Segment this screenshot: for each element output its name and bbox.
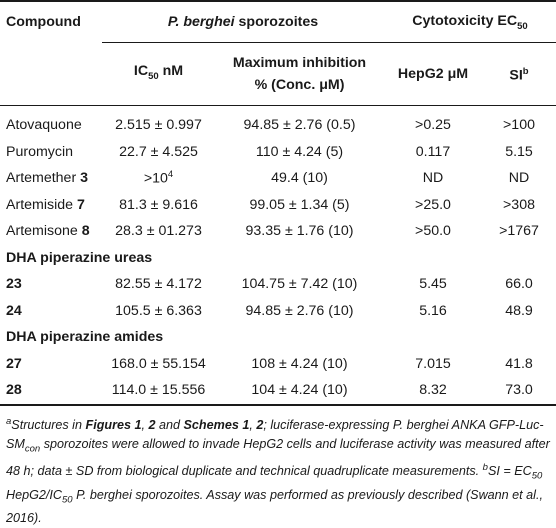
header-max-inhibition: Maximum inhibition % (Conc. μM): [215, 43, 384, 106]
table-row: Atovaquone 2.515 ± 0.997 94.85 ± 2.76 (0…: [0, 106, 556, 139]
table-footnotes: aStructures in Figures 1, 2 and Schemes …: [0, 406, 556, 528]
data-table: Compound P. berghei sporozoites Cytotoxi…: [0, 0, 556, 406]
header-ic50: IC50 nM: [102, 43, 215, 106]
header-compound: Compound: [0, 1, 102, 43]
section-heading-amides: DHA piperazine amides: [0, 324, 556, 351]
header-si: SIb: [482, 43, 556, 106]
table-row: 28 114.0 ± 15.556 104 ± 4.24 (10) 8.32 7…: [0, 377, 556, 405]
table-row: 27 168.0 ± 55.154 108 ± 4.24 (10) 7.015 …: [0, 351, 556, 378]
table-row: Artemiside 7 81.3 ± 9.616 99.05 ± 1.34 (…: [0, 192, 556, 219]
table-row: Puromycin 22.7 ± 4.525 110 ± 4.24 (5) 0.…: [0, 139, 556, 166]
header-cyto-sub: 50: [517, 20, 528, 31]
header-cytotoxicity-group: Cytotoxicity EC50: [384, 1, 556, 43]
header-blank: [0, 43, 102, 106]
table-row: 24 105.5 ± 6.363 94.85 ± 2.76 (10) 5.16 …: [0, 298, 556, 325]
header-species: P. berghei: [168, 14, 235, 30]
footnote-a: aStructures in Figures 1, 2 and Schemes …: [6, 418, 550, 526]
header-sporozoites-suffix: sporozoites: [239, 14, 319, 30]
table-figure: Compound P. berghei sporozoites Cytotoxi…: [0, 0, 556, 517]
header-cyto-label: Cytotoxicity EC: [412, 13, 517, 29]
table-row: Artemisone 8 28.3 ± 01.273 93.35 ± 1.76 …: [0, 218, 556, 245]
section-heading-ureas: DHA piperazine ureas: [0, 245, 556, 272]
header-hepg2: HepG2 μM: [384, 43, 482, 106]
table-row: Artemether 3 >104 49.4 (10) ND ND: [0, 165, 556, 192]
header-sporozoites-group: P. berghei sporozoites: [102, 1, 384, 43]
table-row: 23 82.55 ± 4.172 104.75 ± 7.42 (10) 5.45…: [0, 271, 556, 298]
